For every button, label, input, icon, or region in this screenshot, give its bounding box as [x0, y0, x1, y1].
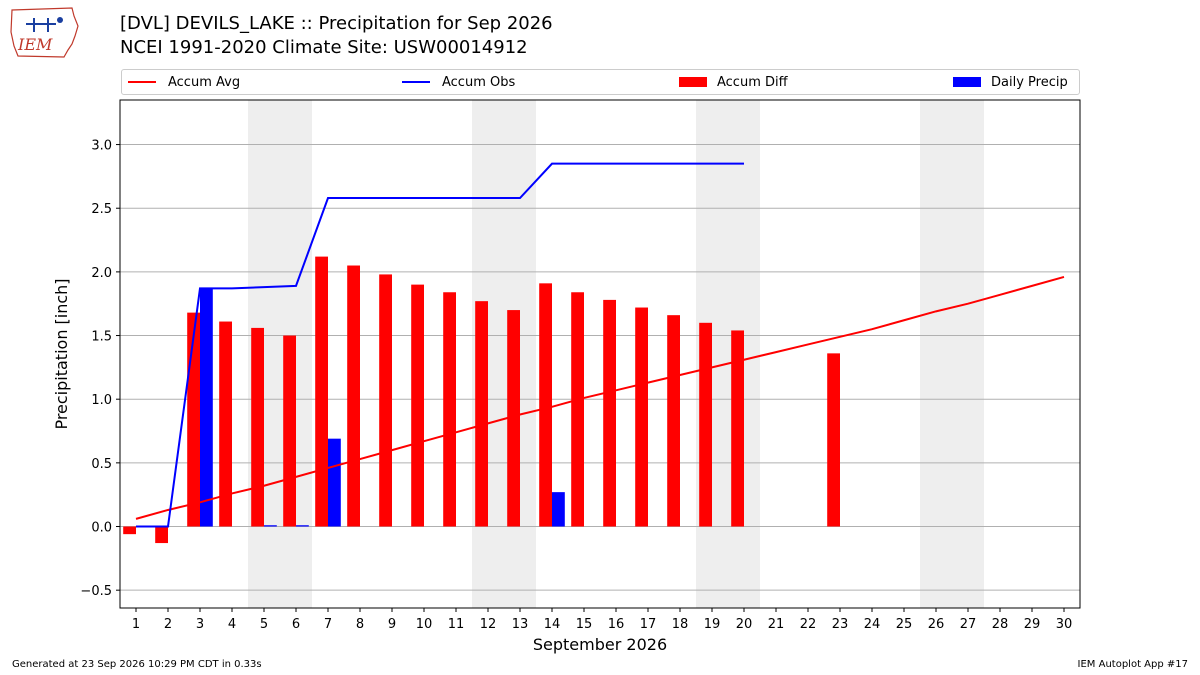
y-axis-label: Precipitation [inch]: [52, 278, 71, 429]
x-tick-label: 15: [576, 617, 593, 632]
legend-item-accum-diff: Accum Diff: [679, 70, 788, 94]
accum-diff-bar-day-12: [475, 301, 488, 527]
accum-avg-line: [135, 276, 1065, 520]
x-tick-label: 6: [292, 617, 300, 632]
accum-diff-bar-day-14: [539, 283, 552, 527]
x-tick-label: 23: [832, 617, 849, 632]
x-tick-label: 10: [416, 617, 433, 632]
legend-item-accum-obs: Accum Obs: [402, 70, 515, 94]
accum-diff-bar-day-10: [411, 284, 424, 527]
accum-diff-bar-day-18: [667, 315, 680, 527]
y-tick-label: 0.0: [91, 521, 112, 536]
axes-ticks: −0.50.00.51.01.52.02.53.01 2 3 4 5 6 7 8 9 10 11 12…: [80, 139, 1072, 632]
lines: [135, 162, 1065, 528]
x-tick-label: 27: [960, 617, 977, 632]
x-tick-label: 12: [480, 617, 497, 632]
logo-weather-mark: [26, 18, 56, 32]
legend-label-accum-obs: Accum Obs: [442, 74, 516, 90]
legend-line-accum-obs: [402, 81, 430, 83]
accum-diff-bar-day-13: [507, 310, 520, 527]
x-tick-label: 26: [928, 617, 945, 632]
x-tick-label: 5: [260, 617, 268, 632]
accum-diff-bar-day-3: [187, 312, 200, 527]
x-tick-label: 24: [864, 617, 881, 632]
x-tick-label: 1: [132, 617, 140, 632]
accum-diff-bar-day-8: [347, 265, 360, 527]
daily-precip-bar-day-14: [552, 492, 565, 527]
weekend-shade-day-26: [920, 100, 952, 608]
legend-label-accum-avg: Accum Avg: [168, 74, 241, 90]
y-tick-label: 0.5: [91, 457, 112, 472]
x-tick-label: 11: [448, 617, 465, 632]
accum-diff-bar-day-9: [379, 274, 392, 527]
daily-precip-bar-day-3: [200, 288, 213, 527]
x-tick-label: 30: [1056, 617, 1073, 632]
x-tick-label: 14: [544, 617, 561, 632]
legend-item-accum-avg: Accum Avg: [128, 70, 240, 94]
x-tick-label: 17: [640, 617, 657, 632]
footer-generated-text: Generated at 23 Sep 2026 10:29 PM CDT in…: [12, 659, 262, 670]
logo-station-dot: [57, 17, 63, 23]
daily-precip-bar-day-5: [264, 525, 277, 527]
x-tick-label: 8: [356, 617, 364, 632]
accum-obs-line: [136, 162, 744, 528]
accum-diff-bar-day-1: [123, 526, 136, 535]
accum-diff-bar-day-17: [635, 307, 648, 527]
x-tick-label: 2: [164, 617, 172, 632]
legend-patch-daily-precip: [953, 77, 981, 87]
accum-diff-bar-day-20: [731, 330, 744, 527]
daily-precip-bar-day-7: [328, 438, 341, 527]
accum-diff-bar-day-11: [443, 292, 456, 527]
legend-item-daily-precip: Daily Precip: [953, 70, 1068, 94]
weekend-shade-day-27: [952, 100, 984, 608]
accum-diff-bar-day-7: [315, 256, 328, 527]
accum-diff-bar-day-6: [283, 335, 296, 527]
plot-frame: [119, 99, 1081, 609]
gridlines: [120, 144, 1080, 591]
x-tick-label: 21: [768, 617, 785, 632]
y-tick-label: 1.0: [91, 393, 112, 408]
x-tick-label: 28: [992, 617, 1009, 632]
daily-precip-bar-day-6: [296, 525, 309, 527]
y-tick-label: 3.0: [91, 139, 112, 154]
logo-text: IEM: [17, 35, 53, 54]
x-tick-label: 9: [388, 617, 396, 632]
x-tick-label: 7: [324, 617, 332, 632]
accum-diff-bar-day-23: [827, 353, 840, 527]
x-axis-label: September 2026: [533, 635, 667, 654]
x-tick-label: 16: [608, 617, 625, 632]
x-tick-label: 25: [896, 617, 913, 632]
x-tick-label: 20: [736, 617, 753, 632]
legend-label-accum-diff: Accum Diff: [717, 74, 788, 90]
footer-app-text: IEM Autoplot App #17: [1077, 659, 1188, 670]
y-tick-label: 2.0: [91, 266, 112, 281]
chart-title: [DVL] DEVILS_LAKE :: Precipitation for S…: [120, 13, 553, 34]
x-tick-label: 22: [800, 617, 817, 632]
x-tick-label: 18: [672, 617, 689, 632]
y-tick-label: 2.5: [91, 202, 112, 217]
accum-diff-bar-day-2: [155, 526, 168, 544]
accum-diff-bar-day-16: [603, 299, 616, 527]
legend-patch-accum-diff: [679, 77, 707, 87]
chart-subtitle: NCEI 1991-2020 Climate Site: USW00014912: [120, 37, 528, 58]
y-tick-label: 1.5: [91, 330, 112, 345]
accum-diff-bar-day-5: [251, 327, 264, 527]
accum-diff-bar-day-4: [219, 321, 232, 527]
legend-label-daily-precip: Daily Precip: [991, 74, 1068, 90]
accum-diff-bar-day-15: [571, 292, 584, 527]
y-tick-label: −0.5: [80, 584, 112, 599]
iem-logo: IEM: [10, 7, 79, 58]
accum-diff-bar-day-19: [699, 322, 712, 527]
x-tick-label: 3: [196, 617, 204, 632]
x-tick-label: 13: [512, 617, 529, 632]
x-tick-label: 29: [1024, 617, 1041, 632]
legend-line-accum-avg: [128, 81, 156, 83]
x-tick-label: 19: [704, 617, 721, 632]
x-tick-label: 4: [228, 617, 236, 632]
chart-legend: Accum Avg Accum Obs Accum Diff Daily Pre…: [121, 69, 1080, 95]
